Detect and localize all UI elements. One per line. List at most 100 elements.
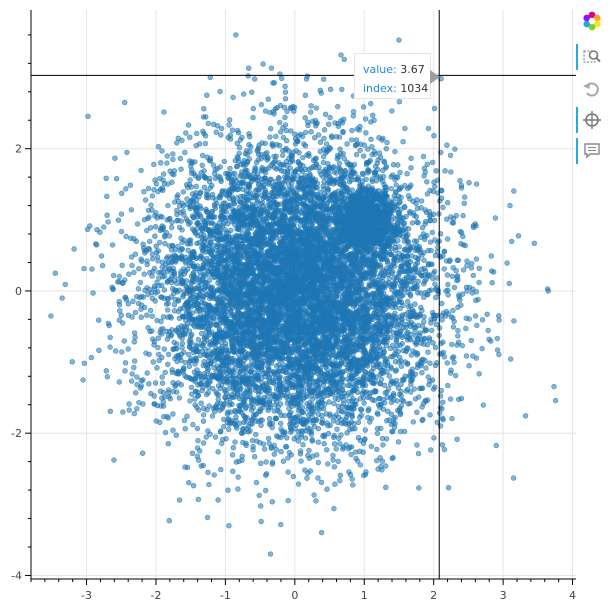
- scatter-point: [302, 435, 309, 441]
- scatter-point: [155, 335, 162, 341]
- scatter-point: [196, 407, 202, 413]
- scatter-point: [231, 201, 238, 207]
- scatter-point: [515, 233, 522, 239]
- scatter-point: [103, 175, 109, 182]
- scatter-point: [439, 317, 445, 323]
- scatter-point: [99, 262, 106, 269]
- scatter-point: [137, 279, 144, 286]
- scatter-point: [381, 382, 388, 388]
- scatter-point: [129, 314, 135, 320]
- scatter-point: [105, 219, 111, 225]
- scatter-point: [358, 412, 364, 418]
- scatter-point: [147, 238, 153, 245]
- scatter-point: [135, 286, 142, 292]
- scatter-point: [259, 417, 265, 423]
- scatter-point: [213, 129, 220, 135]
- scatter-points: [48, 32, 559, 557]
- scatter-point: [432, 183, 438, 190]
- scatter-point: [160, 389, 167, 396]
- scatter-point: [473, 256, 480, 262]
- scatter-point: [126, 271, 132, 277]
- scatter-point: [116, 379, 123, 385]
- scatter-point: [345, 398, 352, 404]
- scatter-point: [274, 104, 280, 111]
- scatter-point: [376, 340, 382, 346]
- scatter-point: [327, 86, 334, 93]
- scatter-point: [136, 266, 142, 272]
- scatter-point: [215, 449, 221, 455]
- scatter-point: [206, 481, 212, 488]
- scatter-point: [439, 442, 446, 448]
- scatter-point: [165, 441, 172, 447]
- scatter-point: [321, 441, 327, 447]
- scatter-point: [139, 450, 146, 456]
- scatter-point: [425, 125, 432, 132]
- scatter-point: [506, 280, 512, 287]
- scatter-point: [269, 459, 276, 465]
- scatter-point: [213, 389, 219, 395]
- scatter-point: [454, 436, 460, 442]
- scatter-point: [129, 371, 135, 377]
- scatter-point: [161, 109, 167, 115]
- scatter-point: [440, 399, 446, 405]
- scatter-point: [181, 417, 188, 424]
- scatter-point: [198, 189, 204, 195]
- scatter-point: [186, 480, 192, 486]
- scatter-point: [229, 401, 235, 408]
- scatter-point: [321, 135, 327, 142]
- scatter-point: [200, 412, 207, 418]
- scatter-point: [462, 194, 468, 200]
- scatter-point: [142, 287, 148, 293]
- scatter-point: [444, 236, 451, 242]
- scatter-point: [276, 174, 282, 181]
- scatter-point: [227, 385, 233, 391]
- scatter-point: [201, 272, 207, 278]
- scatter-point: [274, 433, 280, 439]
- scatter-point: [222, 388, 228, 394]
- scatter-point: [441, 446, 448, 453]
- scatter-point: [144, 312, 150, 318]
- scatter-point: [278, 521, 284, 528]
- scatter-point: [445, 292, 451, 298]
- scatter-point: [464, 258, 470, 264]
- scatter-point: [469, 260, 475, 267]
- scatter-point: [331, 441, 338, 447]
- scatter-point: [180, 189, 187, 195]
- scatter-point: [432, 362, 439, 369]
- scatter-point: [397, 391, 403, 397]
- scatter-point: [131, 364, 137, 371]
- scatter-point: [98, 253, 105, 259]
- scatter-point: [159, 374, 165, 380]
- scatter-point: [194, 425, 201, 432]
- scatter-point: [444, 360, 450, 366]
- scatter-point: [152, 380, 159, 386]
- scatter-point: [335, 458, 341, 465]
- scatter-point: [131, 339, 138, 345]
- scatter-point: [210, 162, 217, 168]
- scatter-point: [218, 466, 224, 473]
- scatter-point: [313, 417, 319, 423]
- scatter-point: [71, 246, 77, 252]
- scatter-point: [282, 89, 289, 95]
- scatter-point: [389, 108, 395, 114]
- scatter-point: [374, 410, 380, 416]
- scatter-point: [282, 83, 288, 90]
- scatter-point: [352, 142, 359, 149]
- scatter-point: [170, 151, 176, 157]
- scatter-point: [280, 152, 286, 159]
- scatter-point: [473, 297, 479, 304]
- scatter-point: [131, 410, 138, 417]
- scatter-point: [147, 328, 153, 335]
- scatter-point: [378, 425, 384, 431]
- scatter-point: [318, 529, 325, 536]
- scatter-point: [189, 450, 196, 456]
- scatter-point: [449, 341, 455, 348]
- scatter-point: [230, 445, 237, 451]
- scatter-point: [510, 475, 517, 481]
- scatter-point: [184, 413, 190, 419]
- scatter-point: [298, 458, 304, 464]
- scatter-point: [117, 308, 123, 314]
- scatter-point: [250, 114, 256, 121]
- scatter-point: [149, 256, 156, 262]
